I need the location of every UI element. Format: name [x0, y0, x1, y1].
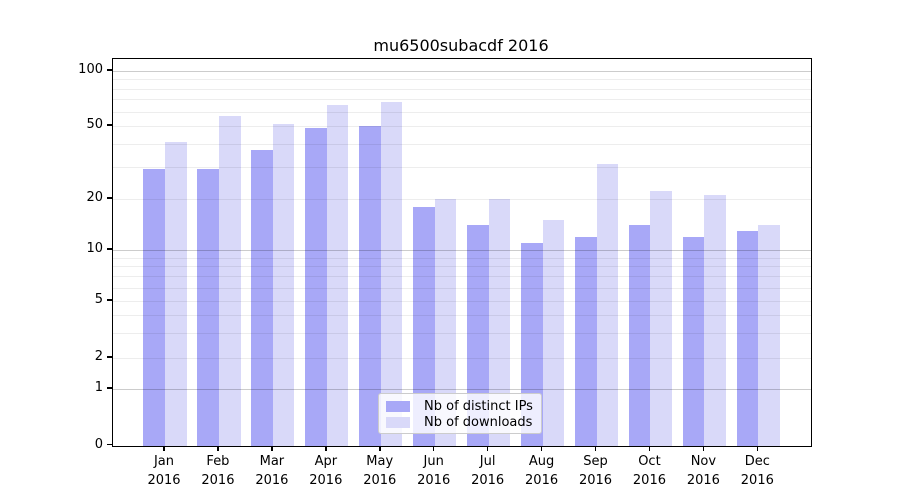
y-tick: [107, 387, 112, 389]
y-tick: [107, 197, 112, 199]
bar: [272, 124, 295, 446]
bar: [628, 225, 651, 446]
gridline: [113, 358, 811, 359]
bar: [758, 225, 780, 446]
x-tick-label: Dec 2016: [740, 454, 774, 488]
y-tick: [107, 69, 112, 71]
x-tick-label: Jul 2016: [471, 454, 505, 488]
chart-title: mu6500subacdf 2016: [373, 36, 549, 55]
gridline: [113, 88, 811, 90]
bar: [143, 169, 165, 446]
legend-swatch: [386, 401, 410, 412]
y-tick-label: 10: [86, 241, 103, 256]
bar: [197, 169, 219, 446]
legend-label: Nb of downloads: [424, 415, 533, 430]
bar: [305, 127, 327, 446]
gridline: [113, 166, 811, 168]
legend-item: Nb of downloads: [386, 415, 533, 430]
legend: Nb of distinct IPs Nb of downloads: [378, 393, 542, 434]
y-tick-label: 1: [94, 380, 103, 395]
x-tick: [271, 446, 273, 451]
gridline: [113, 199, 811, 200]
bar: [542, 220, 565, 446]
bar: [682, 236, 705, 446]
x-tick-label: Mar 2016: [255, 454, 289, 488]
y-tick: [107, 248, 112, 250]
bar: [218, 115, 241, 446]
gridline: [113, 250, 811, 251]
legend-item: Nb of distinct IPs: [386, 399, 533, 414]
gridline: [113, 71, 811, 72]
y-tick-label: 5: [94, 292, 103, 307]
bar: [650, 191, 673, 446]
legend-swatch: [386, 417, 410, 428]
x-tick: [325, 446, 327, 451]
gridline: [113, 314, 811, 316]
gridline: [113, 389, 811, 390]
grid-layer: [113, 59, 811, 446]
plot-area: Nb of distinct IPs Nb of downloads: [112, 58, 812, 447]
bar: [736, 230, 759, 446]
bar: [574, 236, 597, 446]
x-tick: [702, 446, 705, 451]
x-tick: [163, 446, 165, 451]
x-tick-label: Nov 2016: [686, 454, 720, 488]
y-tick-label: 0: [94, 436, 103, 452]
legend-label: Nb of distinct IPs: [424, 399, 533, 414]
bar: [596, 164, 619, 446]
gridline: [113, 301, 811, 302]
x-tick-label: Sep 2016: [578, 454, 613, 488]
y-tick: [107, 356, 112, 358]
x-tick-label: Aug 2016: [525, 454, 559, 488]
gridline: [113, 111, 811, 113]
x-tick-label: Oct 2016: [632, 454, 666, 488]
gridline: [113, 257, 811, 259]
bar: [326, 105, 349, 446]
bar: [251, 149, 273, 446]
gridline: [113, 143, 811, 145]
gridline: [113, 276, 811, 278]
gridline: [113, 79, 811, 81]
x-tick-label: Apr 2016: [309, 454, 343, 488]
bars-layer: [113, 59, 811, 446]
x-tick: [486, 446, 489, 451]
x-tick: [648, 446, 651, 451]
gridline: [113, 332, 811, 334]
x-tick-label: Jun 2016: [417, 454, 451, 488]
x-tick: [594, 446, 597, 451]
gridline: [113, 126, 811, 127]
bar: [704, 195, 726, 446]
x-tick: [379, 446, 381, 451]
x-tick: [432, 446, 435, 451]
x-tick-label: Jan 2016: [147, 454, 181, 488]
y-tick-label: 2: [94, 349, 103, 364]
y-tick: [107, 299, 112, 301]
x-tick: [217, 446, 219, 451]
gridline: [113, 266, 811, 268]
x-tick-label: Feb 2016: [201, 454, 235, 488]
y-tick: [107, 443, 112, 446]
bar: [165, 141, 187, 446]
gridline: [113, 99, 811, 101]
x-tick-label: May 2016: [363, 454, 397, 488]
x-tick: [540, 446, 543, 451]
x-tick: [756, 446, 759, 451]
y-tick-label: 20: [86, 190, 103, 205]
gridline: [113, 287, 811, 289]
y-tick-label: 50: [86, 117, 103, 132]
y-tick: [107, 124, 112, 126]
y-tick-label: 100: [78, 62, 103, 77]
